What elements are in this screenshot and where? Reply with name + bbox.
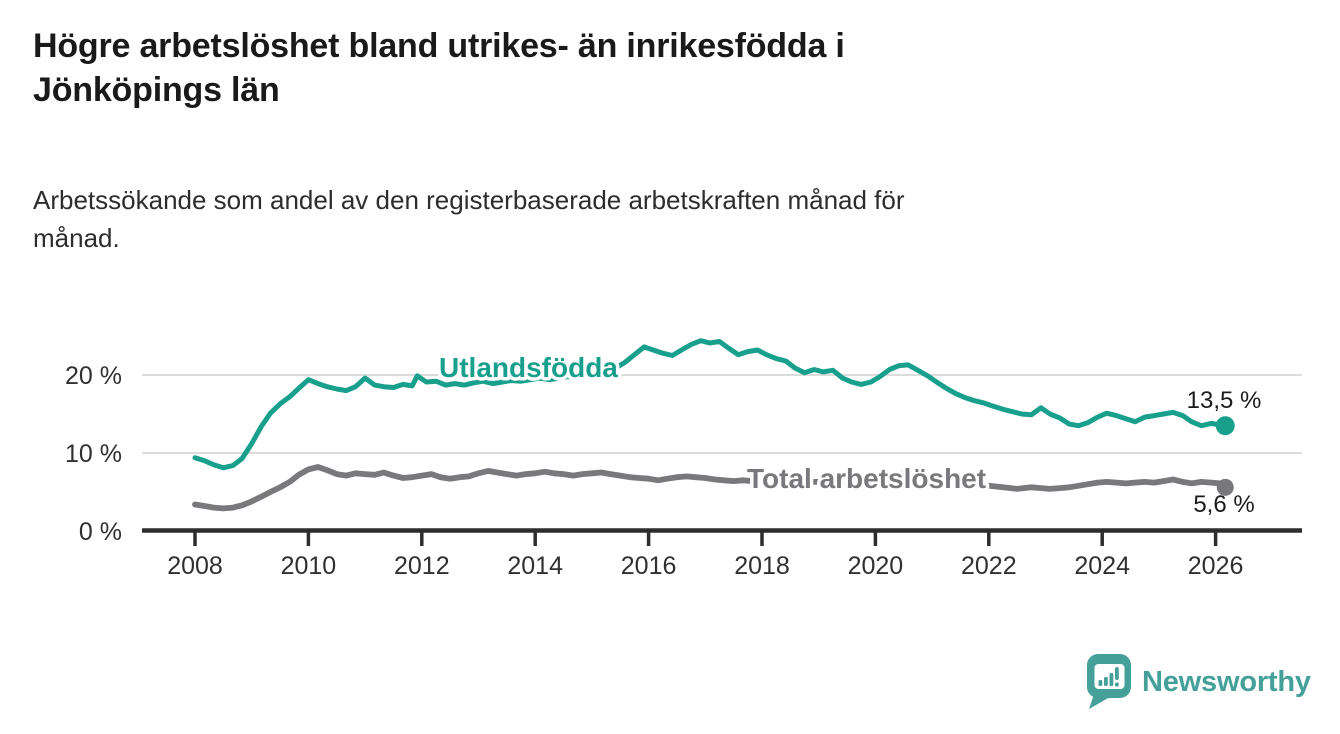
y-tick-label: 20 % <box>65 362 122 390</box>
chart-title: Högre arbetslöshet bland utrikes- än inr… <box>33 27 845 110</box>
x-tick-label: 2020 <box>848 552 904 580</box>
series-label-utlandsfodda: Utlandsfödda <box>439 352 618 383</box>
series-line-utlandsfodda <box>192 338 1228 471</box>
x-tick-label: 2010 <box>281 552 337 580</box>
y-tick-label: 10 % <box>65 440 122 468</box>
newsworthy-wordmark: Newsworthy <box>1142 665 1311 698</box>
x-tick-label: 2026 <box>1188 552 1244 580</box>
x-tick-label: 2018 <box>734 552 790 580</box>
x-tick-label: 2014 <box>507 552 563 580</box>
x-tick-label: 2016 <box>621 552 677 580</box>
y-tick-label: 0 % <box>79 518 122 546</box>
x-tick-label: 2022 <box>961 552 1017 580</box>
end-value-label-total-arbetsloshet: 5,6 % <box>1193 491 1254 518</box>
newsworthy-logo: Newsworthy <box>1086 653 1311 711</box>
chart-subtitle: Arbetssökande som andel av den registerb… <box>33 185 905 253</box>
end-value-label-utlandsfodda: 13,5 % <box>1187 387 1262 414</box>
series-label-total-arbetsloshet: Total arbetslöshet <box>747 463 986 494</box>
series-end-dot-utlandsfodda <box>1215 416 1235 436</box>
series-line-total-arbetsloshet <box>192 464 1229 512</box>
x-tick-label: 2024 <box>1074 552 1130 580</box>
newsworthy-icon <box>1087 654 1131 709</box>
series-end-dot-total-arbetsloshet <box>1216 478 1234 496</box>
x-tick-label: 2008 <box>167 552 223 580</box>
x-tick-label: 2012 <box>394 552 450 580</box>
